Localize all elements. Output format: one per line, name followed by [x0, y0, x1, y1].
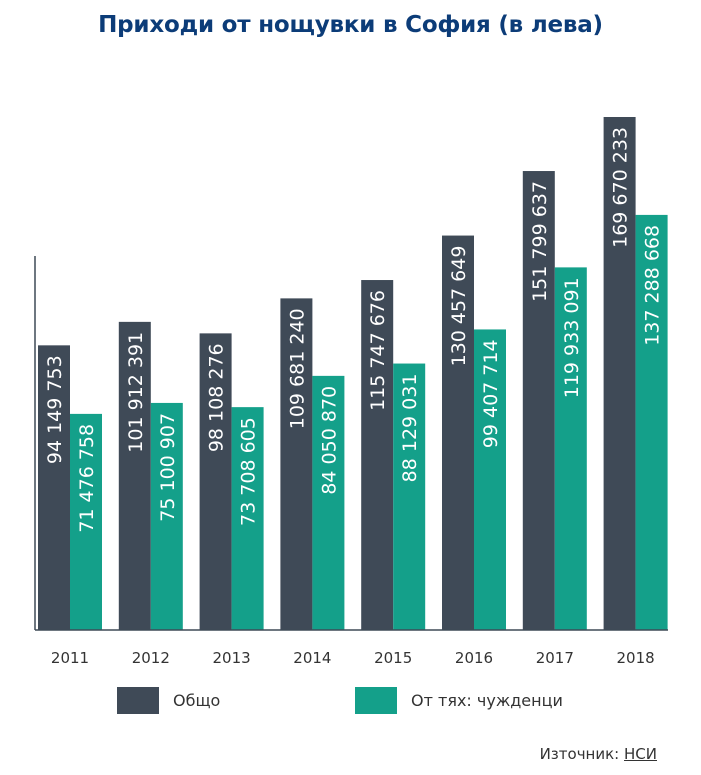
bar-foreigners-2013 [231, 407, 264, 630]
bar-chart: 94 149 753 71 476 758 2011 101 912 391 75 10… [34, 117, 668, 667]
data-label-foreigners-2018: 137 288 668 [642, 225, 664, 346]
bar-foreigners-2018 [635, 214, 668, 630]
x-tick-label-2011: 2011 [51, 649, 89, 667]
bar-total-2014 [280, 298, 313, 630]
bar-foreigners-2016 [474, 329, 506, 630]
data-label-total-2011: 94 149 753 [44, 355, 66, 464]
data-label-total-2014: 109 681 240 [286, 308, 308, 429]
x-tick-label-2017: 2017 [536, 649, 574, 667]
data-label-foreigners-2012: 75 100 907 [157, 413, 179, 522]
bar-total-2011 [38, 345, 70, 630]
bar-foreigners-2017 [554, 267, 587, 630]
bar-foreigners-2012 [150, 402, 183, 630]
data-label-foreigners-2016: 99 407 714 [480, 339, 502, 448]
legend-label-foreigners: От тях: чужденци [411, 690, 563, 710]
x-tick-label-2018: 2018 [617, 649, 655, 667]
source-note: Източник: НСИ [540, 745, 657, 763]
data-label-foreigners-2011: 71 476 758 [76, 424, 98, 533]
legend-label-total: Общо [173, 690, 221, 710]
legend-swatch-foreigners [355, 686, 397, 714]
x-tick-label-2014: 2014 [293, 649, 331, 667]
bar-total-2018 [603, 117, 636, 630]
data-label-foreigners-2017: 119 933 091 [561, 277, 583, 398]
legend-item-total: Общо [117, 686, 220, 714]
data-label-total-2013: 98 108 276 [206, 343, 228, 452]
legend-item-foreigners: От тях: чужденци [355, 686, 563, 714]
bar-total-2017 [522, 171, 555, 630]
data-label-foreigners-2014: 84 050 870 [318, 386, 340, 495]
data-label-total-2015: 115 747 676 [367, 290, 389, 411]
data-label-total-2018: 169 670 233 [610, 127, 632, 248]
bar-total-2013 [199, 333, 232, 630]
bar-foreigners-2014 [312, 375, 345, 630]
source-prefix: Източник: [539, 745, 620, 763]
legend-swatch-total [117, 686, 159, 714]
data-label-foreigners-2013: 73 708 605 [238, 417, 260, 526]
data-label-foreigners-2015: 88 129 031 [399, 374, 421, 483]
data-label-total-2016: 130 457 649 [448, 246, 470, 367]
data-label-total-2012: 101 912 391 [125, 332, 147, 453]
x-tick-label-2015: 2015 [374, 649, 412, 667]
source-link[interactable]: НСИ [624, 745, 657, 763]
bar-total-2015 [361, 280, 394, 630]
bar-total-2016 [442, 235, 474, 630]
bar-total-2012 [118, 321, 151, 630]
data-label-total-2017: 151 799 637 [529, 181, 551, 302]
bar-foreigners-2015 [393, 363, 426, 630]
x-tick-label-2013: 2013 [213, 649, 251, 667]
x-tick-label-2016: 2016 [455, 649, 493, 667]
x-tick-label-2012: 2012 [132, 649, 170, 667]
bar-foreigners-2011 [70, 413, 102, 630]
chart-title: Приходи от нощувки в София (в лева) [98, 12, 603, 38]
